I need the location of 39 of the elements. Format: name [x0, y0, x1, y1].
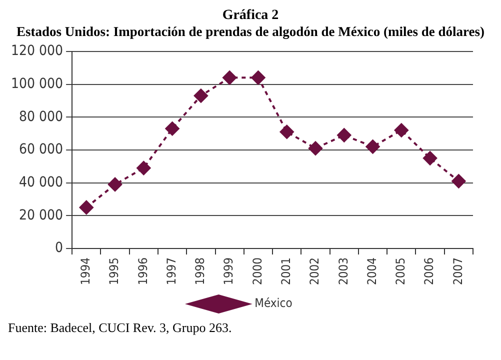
x-tick-label: 2007	[450, 258, 465, 285]
point	[394, 123, 408, 138]
y-tick-label: 0	[55, 240, 64, 256]
y-tick-label: 120 000	[10, 43, 64, 60]
x-tick-label: 2004	[364, 257, 379, 285]
x-tick-label: 1995	[107, 258, 122, 285]
point	[136, 161, 151, 176]
point	[222, 70, 237, 85]
x-tick-label: 1998	[193, 257, 208, 285]
source-note: Fuente: Badecel, CUCI Rev. 3, Grupo 263.	[8, 320, 233, 336]
y-tick-label: 60 000	[19, 142, 64, 158]
point	[79, 200, 94, 214]
point	[423, 151, 438, 166]
legend-label: México	[254, 296, 293, 310]
x-tick-label: 1997	[164, 258, 178, 285]
point	[366, 140, 380, 154]
chart-title: Gráfica 2	[221, 8, 280, 24]
x-tick-label: 2000	[250, 257, 264, 285]
x-tick-label: 1996	[136, 257, 150, 285]
chart-subtitle: Estados Unidos: Importación de prendas de algodón de México (miles de dólares)	[16, 24, 486, 40]
point	[308, 141, 322, 156]
point	[452, 174, 466, 188]
point	[108, 177, 122, 192]
point	[337, 128, 352, 142]
x-tick-label: 1994	[78, 257, 93, 285]
x-tick-label: 2001	[278, 258, 293, 285]
x-tick-label: 1999	[222, 257, 236, 285]
y-tick-label: 80 000	[19, 108, 64, 125]
x-tick-label: 2003	[336, 258, 350, 285]
x-tick-label: 2006	[422, 257, 436, 285]
point	[251, 70, 266, 85]
x-tick-label: 2002	[308, 258, 322, 285]
point	[194, 88, 208, 103]
y-tick-label: 40 000	[19, 174, 64, 190]
point	[280, 124, 294, 139]
point	[165, 122, 180, 136]
y-tick-label: 20 000	[19, 207, 64, 224]
y-tick-label: 100 000	[10, 76, 64, 92]
x-tick-label: 2005	[394, 258, 408, 285]
